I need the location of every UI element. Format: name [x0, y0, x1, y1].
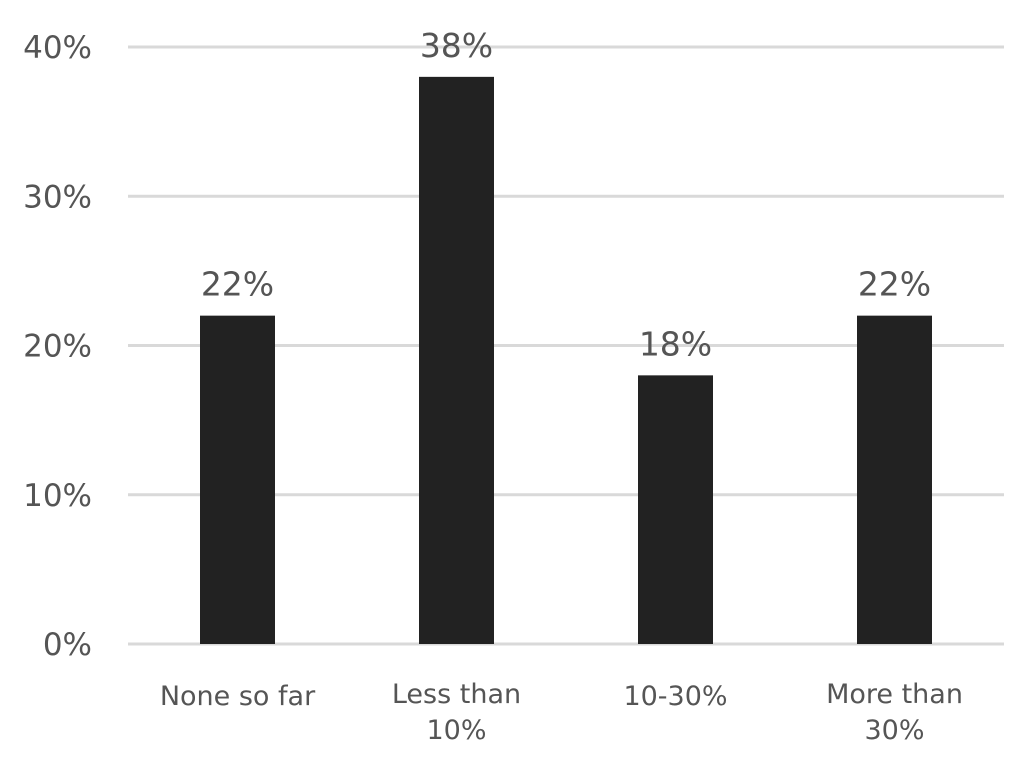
data-labels: 22% 38% 18% 22%: [201, 26, 931, 364]
data-label: 22%: [201, 265, 274, 304]
x-axis-tick-labels: None so far Less than 10% 10-30% More than 30…: [160, 679, 963, 746]
y-tick-label: 10%: [23, 478, 92, 514]
data-label: 38%: [420, 26, 493, 65]
data-label: 22%: [858, 265, 931, 304]
x-tick-label: None so far: [160, 681, 316, 712]
bar: [857, 315, 932, 644]
x-tick-label: 10-30%: [623, 681, 727, 712]
x-tick-label: 10%: [426, 715, 486, 746]
bars: [200, 76, 932, 645]
bar: [200, 315, 275, 644]
bar: [419, 76, 494, 645]
bar: [638, 375, 713, 644]
y-axis-tick-labels: 0% 10% 20% 30% 40%: [23, 30, 92, 663]
y-tick-label: 0%: [43, 627, 92, 663]
x-tick-label: More than: [826, 679, 963, 710]
y-tick-label: 40%: [23, 30, 92, 66]
x-tick-label: 30%: [864, 715, 924, 746]
y-tick-label: 20%: [23, 329, 92, 365]
data-label: 18%: [639, 324, 712, 363]
x-tick-label: Less than: [392, 679, 521, 710]
y-tick-label: 30%: [23, 179, 92, 215]
